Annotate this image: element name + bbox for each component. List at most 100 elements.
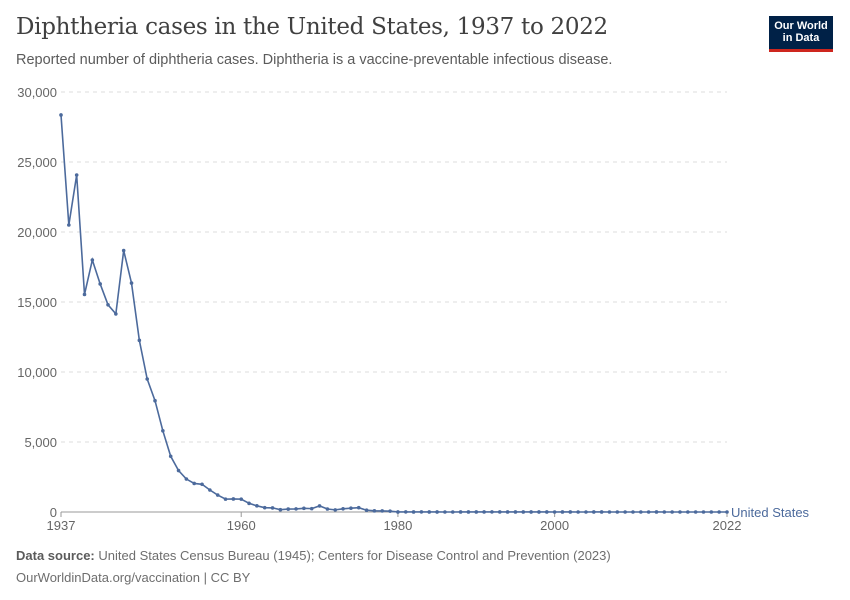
data-point [427,510,432,514]
data-point [701,510,706,514]
y-tick-label: 10,000 [17,365,57,380]
data-point [490,510,494,514]
x-tick-label: 1980 [383,518,412,533]
data-point [192,481,196,486]
series-line [60,114,727,513]
y-tick-label: 0 [50,505,57,520]
logo-line1: Our World [774,20,828,32]
data-point [176,468,181,473]
data-point [450,510,455,514]
data-point [286,507,291,511]
data-point [639,510,643,514]
data-point [717,510,721,514]
data-point [678,510,682,514]
data-point [505,510,510,514]
y-tick-label: 15,000 [17,295,57,310]
data-point [270,506,275,510]
data-point [623,510,627,514]
data-point [278,507,283,512]
data-point [396,510,400,514]
data-point [145,377,149,381]
data-point [544,510,549,514]
data-point [114,312,118,316]
data-point [474,510,479,514]
data-point [309,506,314,511]
data-point [497,510,502,514]
data-point [654,510,659,514]
data-point [239,497,244,501]
data-point [686,510,690,514]
data-point [576,510,580,514]
data-point [521,510,526,514]
data-point [725,510,729,514]
data-point [529,510,533,514]
data-point [247,501,251,506]
data-point [615,510,620,514]
data-point [466,510,471,514]
data-point [325,507,330,511]
y-tick-label: 20,000 [17,225,57,240]
data-point [215,493,220,497]
data-point [568,510,573,514]
y-tick-label: 30,000 [17,85,57,100]
data-point [168,454,173,459]
data-point [584,510,588,514]
data-point [231,497,236,501]
source-text: United States Census Bureau (1945); Cent… [98,548,611,563]
data-point [631,510,635,514]
data-point [513,510,518,514]
data-point [592,510,596,514]
data-point [59,113,63,117]
data-point [333,508,338,512]
data-point [693,510,698,514]
data-point [443,510,447,514]
x-tick-label: 2022 [713,518,742,533]
data-point [537,510,541,514]
data-point [364,508,369,513]
data-point [121,248,126,253]
data-source: Data source: United States Census Bureau… [16,548,611,563]
data-point [372,509,377,513]
data-point [670,510,674,514]
data-point [74,173,79,177]
data-point [709,510,714,514]
data-point [356,505,361,510]
data-point [302,506,306,511]
data-point [317,504,322,508]
data-point [129,281,134,285]
data-point [184,477,189,481]
data-point [67,223,71,227]
chart-subtitle: Reported number of diphtheria cases. Dip… [16,52,613,68]
data-point [560,510,565,514]
data-point [646,510,651,514]
y-tick-label: 5,000 [24,435,57,450]
data-point [380,509,385,513]
data-point [161,429,165,433]
data-point [482,510,486,514]
y-tick-label: 25,000 [17,155,57,170]
series-label: United States [731,505,810,520]
x-tick-label: 2000 [540,518,569,533]
data-point [552,510,557,514]
data-point [137,338,142,343]
data-point [153,398,157,403]
data-point [388,509,392,513]
data-point [200,482,204,487]
data-point [90,258,95,262]
footer-url[interactable]: OurWorldinData.org/vaccination | CC BY [16,570,251,585]
data-point [349,506,353,510]
logo-line2: in Data [782,32,820,44]
x-tick-label: 1960 [227,518,256,533]
data-point [411,510,416,514]
data-point [208,488,212,492]
data-point [341,507,345,511]
data-point [662,510,667,514]
data-point [98,282,102,286]
data-point [82,292,87,297]
data-point [403,510,408,514]
data-point [223,497,228,501]
data-point [106,303,110,307]
owid-logo[interactable]: Our World in Data [769,16,833,52]
data-point [599,510,604,514]
